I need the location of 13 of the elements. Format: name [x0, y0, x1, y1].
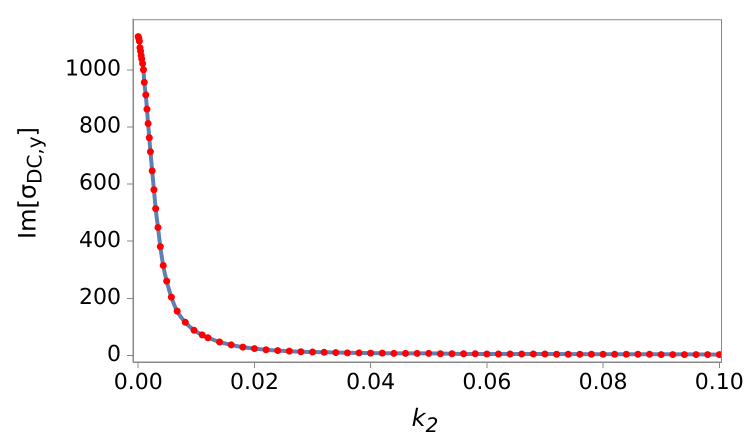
x-tick-label: 0.00 — [114, 370, 163, 395]
y-tick-label: 400 — [79, 228, 121, 253]
x-tick-label: 0.06 — [462, 370, 512, 395]
x-tick-label: 0.04 — [346, 370, 396, 395]
y-tick-label: 800 — [79, 114, 121, 139]
y-tick-label: 600 — [79, 170, 121, 196]
x-axis-title: k$_{2}$ — [410, 404, 440, 437]
x-tick-label: 0.02 — [230, 370, 279, 395]
y-tick-label: 0 — [107, 342, 121, 368]
y-tick-label: 200 — [79, 285, 121, 310]
y-tick-label: 1000 — [65, 56, 121, 82]
x-tick-label: 0.10 — [694, 370, 744, 395]
x-tick-label: 0.08 — [578, 370, 628, 395]
